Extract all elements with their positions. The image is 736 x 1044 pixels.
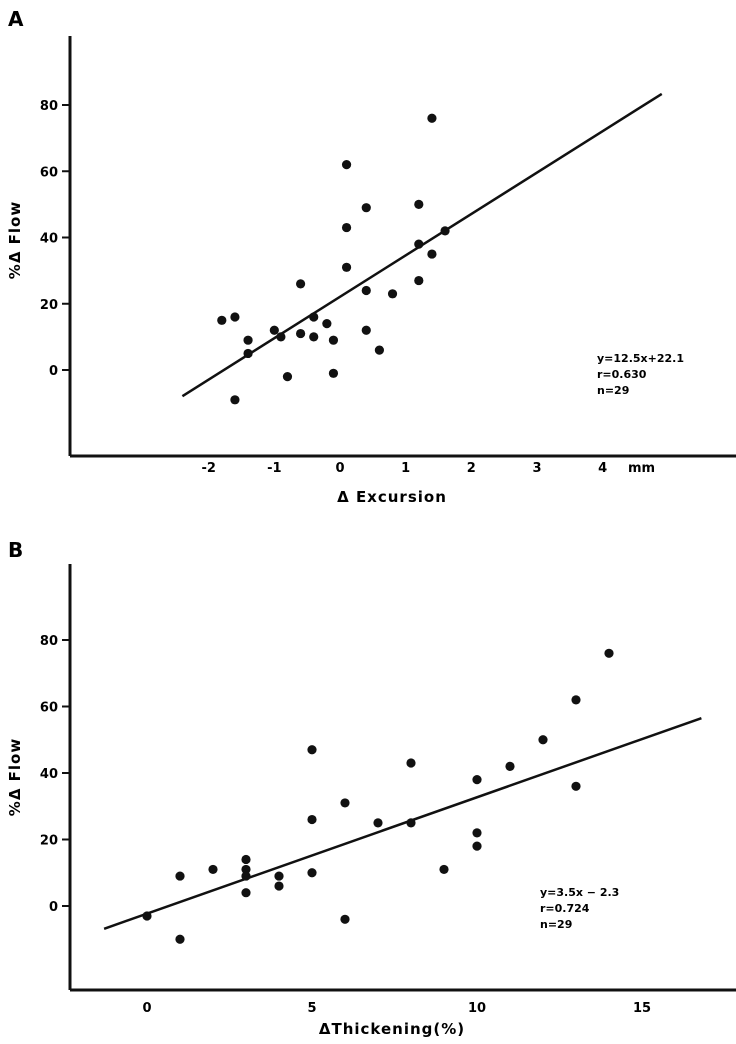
data-point [309, 312, 319, 322]
regression-line [103, 716, 702, 930]
data-point [472, 841, 482, 851]
data-point [406, 758, 416, 768]
chart-panel-a: A 0 20 40 60 80 -2 -1 0 1 2 3 4 mm Δ Excursion %Δ Flow y… [6, 7, 736, 506]
data-point [427, 249, 437, 259]
data-point [361, 325, 371, 335]
data-point [341, 222, 352, 233]
y-tick-label: 40 [40, 232, 58, 247]
data-point [282, 372, 293, 382]
data-point [241, 871, 251, 881]
data-point [307, 814, 317, 825]
data-point [230, 312, 240, 322]
data-point [414, 275, 424, 286]
stats-line: r=0.724 [540, 902, 590, 915]
y-tick-label: 80 [40, 99, 58, 114]
data-point [439, 864, 449, 875]
data-point [276, 332, 286, 342]
x-tick-label: 4 [598, 461, 607, 476]
x-tick-label: 15 [633, 1001, 651, 1016]
x-tick-label: -2 [201, 461, 215, 476]
stats-line: r=0.630 [597, 368, 647, 381]
data-point [571, 695, 581, 705]
y-tick-label: 20 [40, 834, 58, 849]
data-point [328, 335, 339, 345]
data-point [374, 345, 384, 355]
data-point [440, 226, 450, 236]
y-tick-label: 0 [49, 900, 58, 915]
y-axis-title: %Δ Flow [6, 201, 24, 279]
data-point [241, 854, 251, 865]
data-point [322, 319, 332, 329]
data-point [571, 781, 581, 791]
x-tick-label: 2 [467, 461, 476, 476]
x-tick-label: 1 [401, 461, 410, 476]
data-point [361, 285, 371, 296]
data-point [230, 395, 240, 405]
y-tick-label: 20 [40, 298, 58, 313]
data-point [142, 911, 152, 921]
y-tick-label: 40 [40, 767, 58, 782]
y-tick-label: 60 [40, 701, 58, 716]
stats-line: n=29 [540, 918, 572, 931]
data-point [387, 289, 398, 299]
x-tick-label: 3 [532, 461, 541, 476]
data-point [361, 203, 371, 213]
data-point [604, 648, 614, 658]
x-tick-label: 0 [142, 1001, 151, 1016]
x-axis-title: Δ Excursion [337, 488, 447, 506]
y-tick-label: 80 [40, 634, 58, 649]
data-point [472, 775, 482, 785]
stats-line: n=29 [597, 384, 629, 397]
data-point [274, 881, 284, 891]
data-point [328, 368, 339, 378]
data-point [309, 332, 319, 342]
data-point [217, 315, 227, 325]
data-point [373, 818, 383, 828]
data-point [269, 325, 279, 335]
x-tick-label: 10 [468, 1001, 486, 1016]
y-axis-title: %Δ Flow [6, 738, 24, 816]
data-point [307, 868, 317, 878]
chart-panel-b: B 0 20 40 60 80 0 5 10 15 ΔThickening(%) %Δ Flow y=3… [6, 538, 736, 1038]
x-unit-label: mm [628, 461, 655, 476]
x-tick-label: 5 [307, 1001, 316, 1016]
data-point [340, 914, 350, 924]
data-point [505, 761, 515, 771]
data-point [307, 745, 317, 755]
y-tick-label: 0 [49, 364, 58, 379]
data-point [243, 348, 253, 359]
data-point [427, 113, 437, 123]
data-point [341, 160, 352, 170]
data-point [341, 262, 352, 272]
data-point [208, 864, 218, 875]
data-point [340, 798, 350, 808]
y-tick-label: 60 [40, 165, 58, 180]
data-point [274, 871, 284, 881]
data-point [296, 279, 306, 289]
x-axis-title: ΔThickening(%) [319, 1020, 465, 1038]
stats-line: y=12.5x+22.1 [597, 352, 684, 365]
data-point [175, 871, 185, 881]
data-point [538, 735, 548, 745]
x-tick-label: -1 [267, 461, 281, 476]
stats-line: y=3.5x − 2.3 [540, 886, 619, 899]
data-point [241, 864, 251, 875]
data-point [414, 239, 424, 249]
data-point [472, 828, 482, 838]
data-point [414, 199, 424, 209]
data-point [296, 328, 306, 339]
x-tick-label: 0 [335, 461, 344, 476]
data-point [406, 818, 416, 828]
data-point [243, 335, 253, 345]
data-point [241, 888, 251, 898]
data-point [175, 934, 185, 944]
panel-label: A [8, 7, 24, 31]
panel-label: B [8, 538, 23, 562]
